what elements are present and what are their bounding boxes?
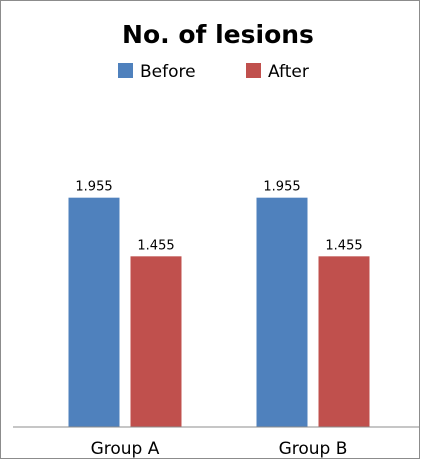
legend-swatch-after <box>246 63 261 78</box>
data-label-after-group-b: 1.455 <box>325 238 362 253</box>
data-label-before-group-b: 1.955 <box>263 180 300 195</box>
category-label-group-b: Group B <box>279 439 348 459</box>
category-labels-group: Group A Group B <box>91 439 348 459</box>
data-labels-group: 1.955 1.455 1.955 1.455 <box>75 180 362 254</box>
data-label-after-group-a: 1.455 <box>137 238 174 253</box>
legend-label-before: Before <box>140 62 196 82</box>
legend-label-after: After <box>268 62 309 82</box>
bar-after-group-a <box>130 256 182 427</box>
data-label-before-group-a: 1.955 <box>75 180 112 195</box>
bar-after-group-b <box>318 256 370 427</box>
legend-swatch-before <box>118 63 133 78</box>
legend: Before After <box>118 62 309 82</box>
chart-title: No. of lesions <box>122 20 314 49</box>
bars-group <box>68 197 370 427</box>
category-label-group-a: Group A <box>91 439 160 459</box>
bar-before-group-a <box>68 197 120 427</box>
bar-before-group-b <box>256 197 308 427</box>
